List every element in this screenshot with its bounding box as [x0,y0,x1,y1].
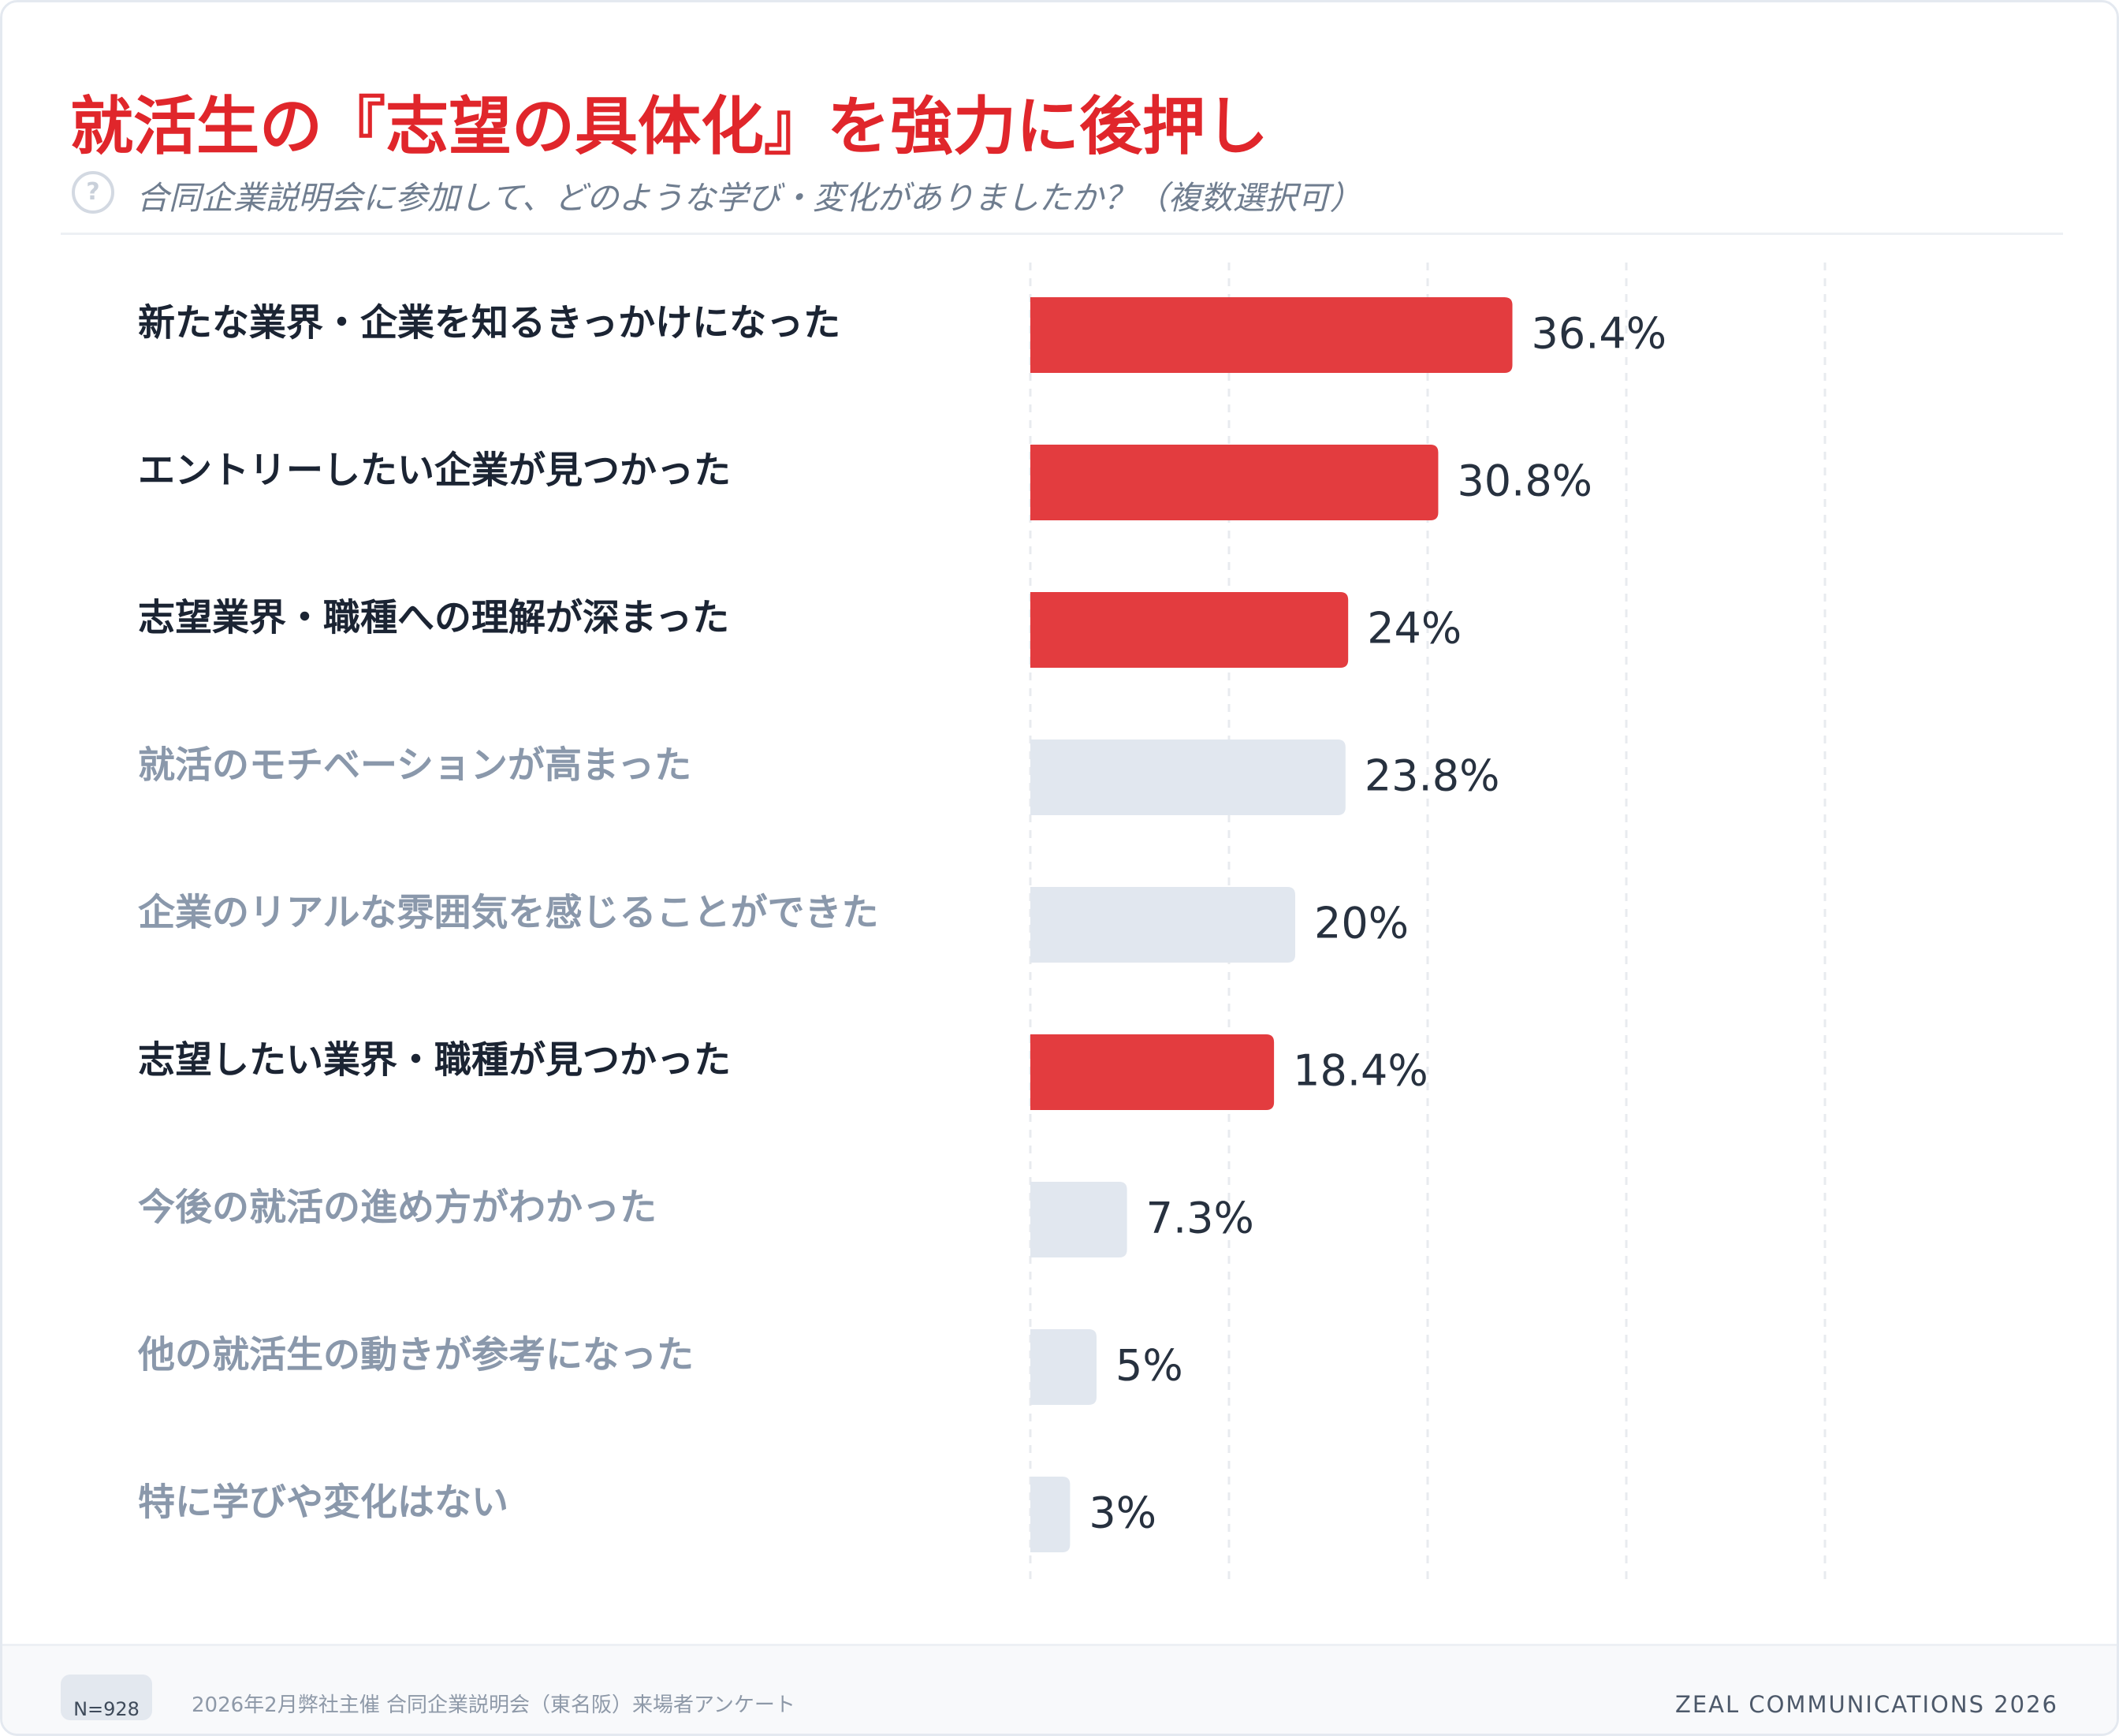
footer: N=928 2026年2月弊社主催 合同企業説明会（東名阪）来場者アンケート Z… [2,1644,2117,1734]
value-label: 36.4% [1532,309,1667,359]
question-circle-icon: ? [72,171,114,214]
sample-size-badge: N=928 [61,1675,152,1720]
category-label: 他の就活生の動きが参考になった [137,1334,694,1377]
category-label: 志望業界・職種への理解が深まった [138,597,729,640]
bar [1030,1329,1097,1405]
category-label: 企業のリアルな雰囲気を感じることができた [138,892,879,935]
value-label: 20% [1314,899,1409,948]
category-label: 志望したい業界・職種が見つかった [138,1039,731,1082]
bar [1030,739,1346,815]
category-label: 特に学びや変化はない [138,1481,508,1525]
category-label: エントリーしたい企業が見つかった [138,449,731,493]
category-label: 就活のモチベーションが高まった [138,744,691,788]
value-label: 3% [1089,1488,1156,1538]
bar-row: 特に学びや変化はない 3% [138,1477,1156,1552]
bar [1030,445,1439,520]
chart-rows: 新たな業界・企業を知るきっかけになった 36.4% エントリーしたい企業が見つかった… [137,297,1667,1552]
bar-row: 他の就活生の動きが参考になった 5% [137,1329,1183,1405]
category-label: 新たな業界・企業を知るきっかけになった [138,302,840,345]
bar [1030,887,1295,963]
value-label: 24% [1367,604,1462,654]
bar-row: 今後の就活の進め方がわかった 7.3% [138,1182,1254,1257]
survey-question: 合同企業説明会に参加して、どのような学び・変化がありましたか？（複数選択可） [136,179,1362,217]
bar-chart: 新たな業界・企業を知るきっかけになった 36.4% エントリーしたい企業が見つかった… [137,263,1827,1587]
bar [1030,592,1349,668]
bar-row: 志望したい業界・職種が見つかった 18.4% [138,1034,1428,1110]
bar-row: 就活のモチベーションが高まった 23.8% [138,739,1499,815]
bar-row: 新たな業界・企業を知るきっかけになった 36.4% [138,297,1667,373]
page-title: 就活生の『志望の具体化』を強力に後押し [70,90,1268,163]
bar [1030,1182,1127,1257]
value-label: 7.3% [1146,1194,1254,1243]
bar [1030,1477,1071,1552]
bar-row: 企業のリアルな雰囲気を感じることができた 20% [138,887,1409,963]
bar-row: エントリーしたい企業が見つかった 30.8% [138,445,1592,520]
category-label: 今後の就活の進め方がわかった [138,1187,657,1230]
source-note: 2026年2月弊社主催 合同企業説明会（東名阪）来場者アンケート [192,1693,795,1717]
header-divider [61,233,2063,235]
bar [1030,1034,1275,1110]
value-label: 30.8% [1457,456,1592,506]
bar [1030,297,1513,373]
value-label: 18.4% [1293,1046,1428,1096]
value-label: 5% [1115,1341,1183,1391]
bar-row: 志望業界・職種への理解が深まった 24% [138,592,1462,668]
value-label: 23.8% [1365,751,1500,801]
brand-label: ZEAL COMMUNICATIONS 2026 [1674,1691,2058,1718]
